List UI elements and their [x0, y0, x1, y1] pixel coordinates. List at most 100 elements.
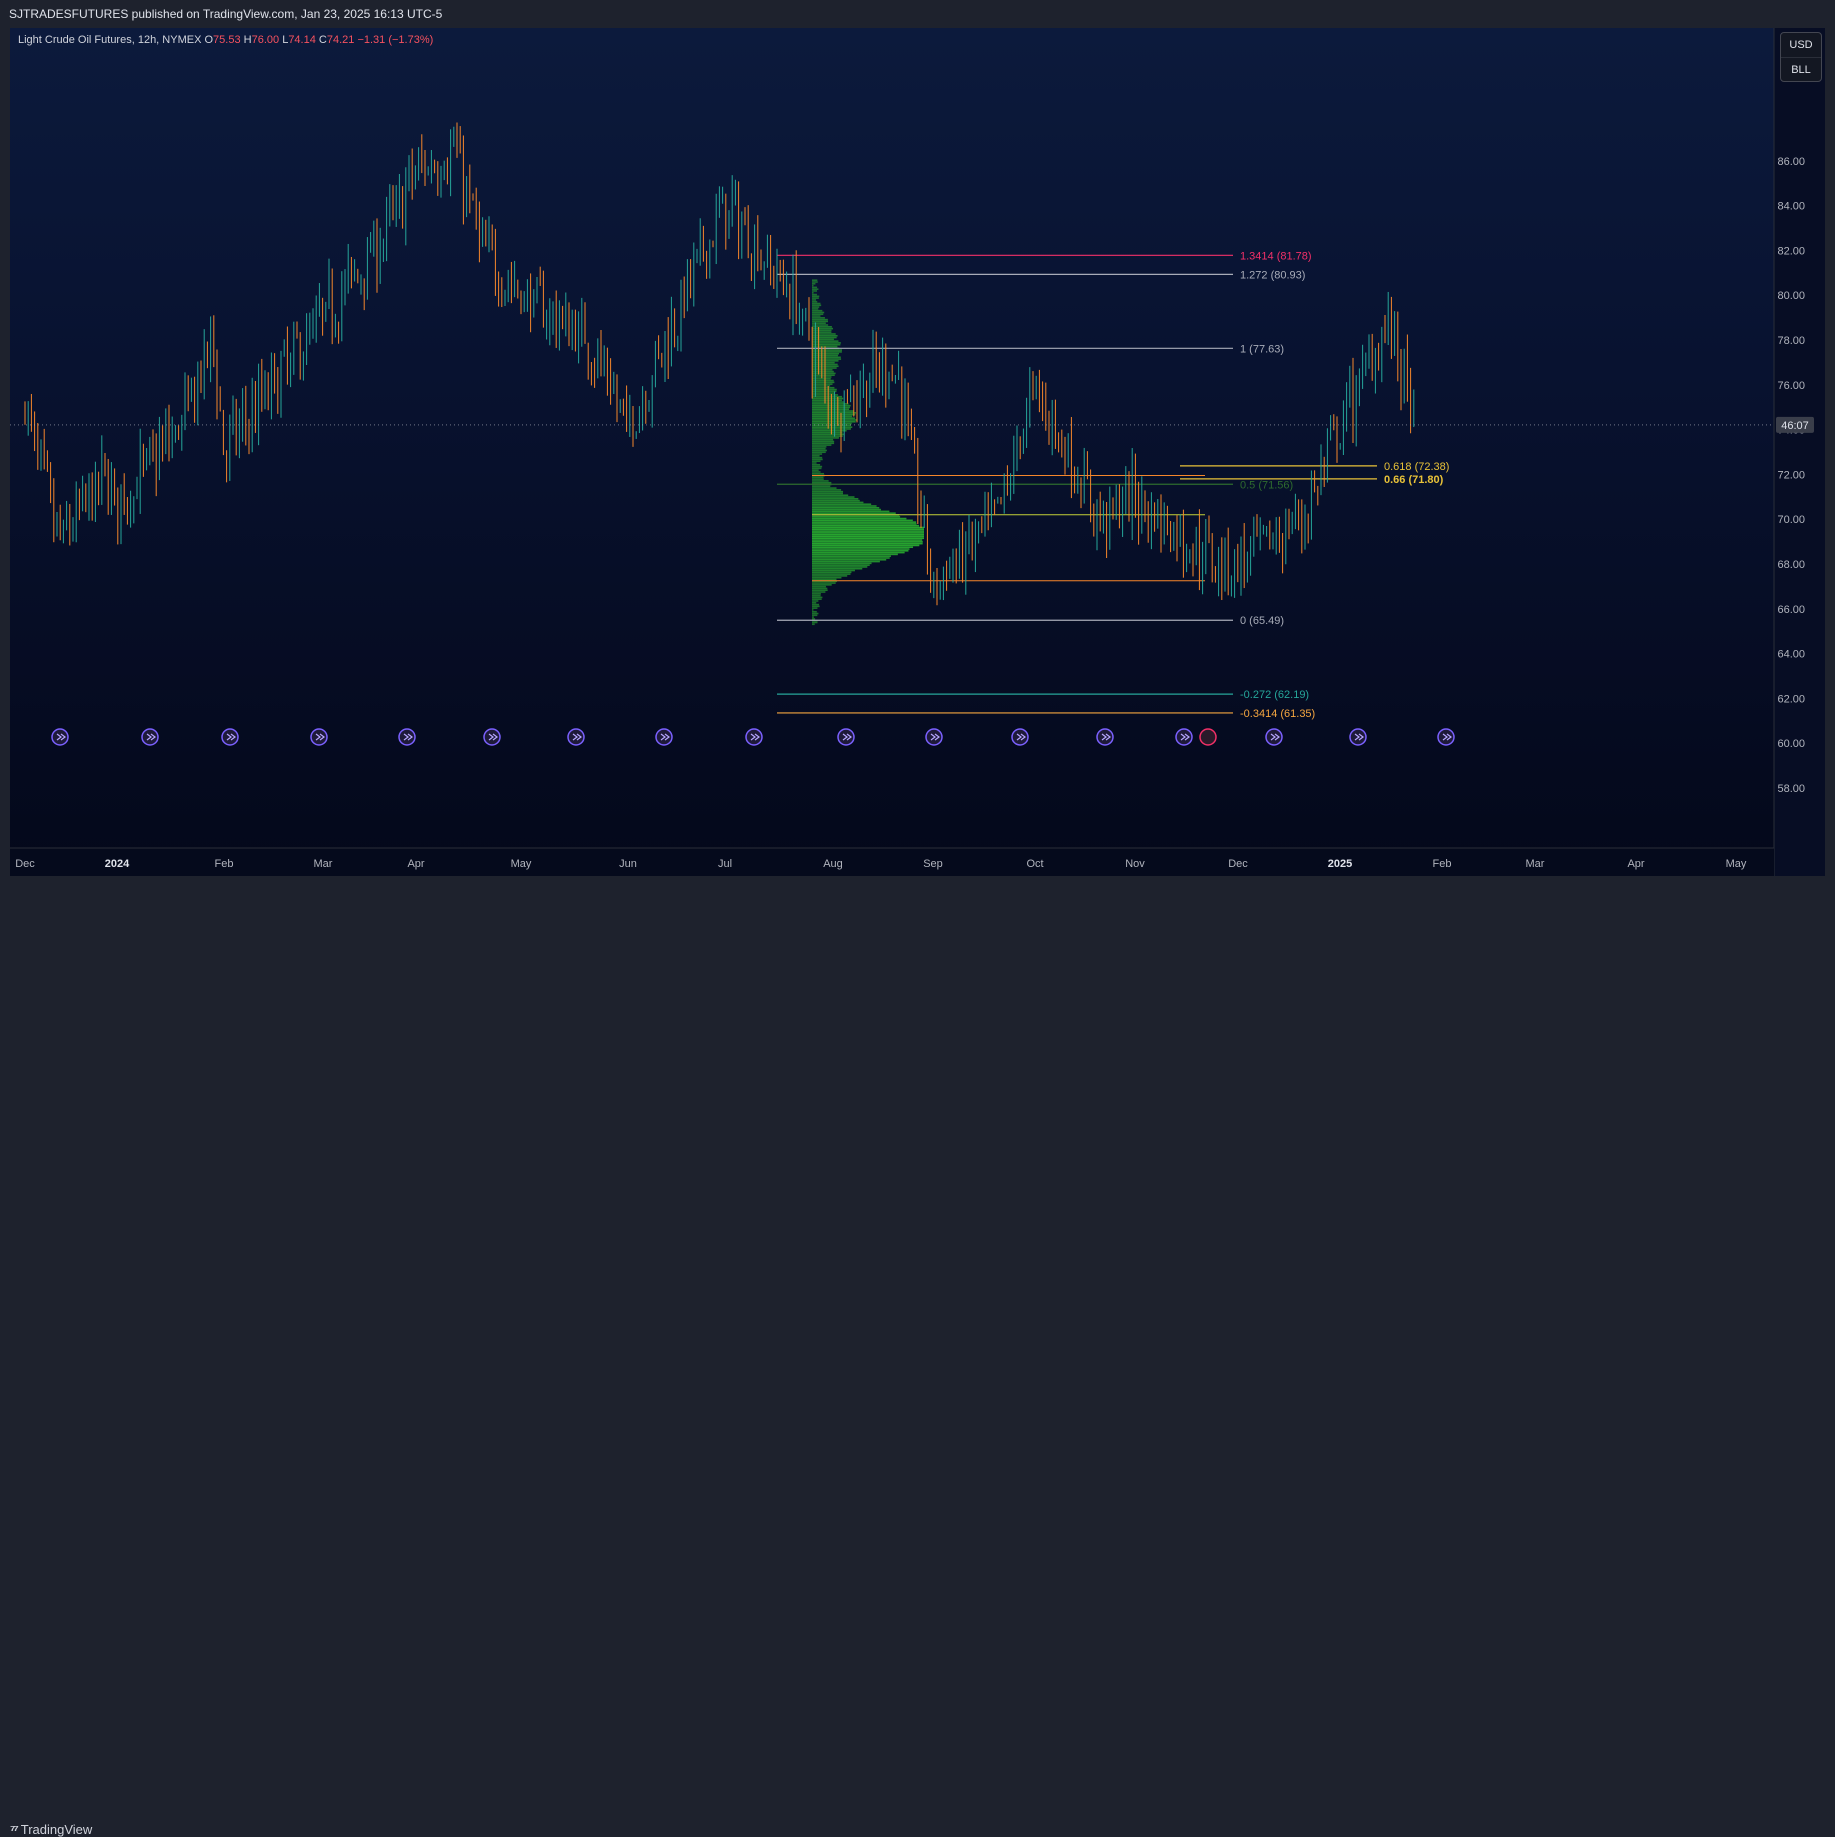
fib-label: 1.3414 (81.78) [1240, 250, 1312, 262]
price-axis-panel [1774, 28, 1825, 876]
volume-profile-bar [812, 508, 881, 511]
volume-profile-bar [812, 331, 832, 333]
volume-profile-bar [812, 533, 924, 536]
volume-profile-bar [812, 388, 837, 391]
fib-label: -0.3414 (61.35) [1240, 708, 1315, 720]
volume-profile-bar [812, 576, 842, 579]
volume-profile-bar [812, 571, 852, 574]
volume-profile-bar [812, 480, 829, 482]
volume-profile-bar [812, 601, 817, 604]
volume-profile-bar [812, 541, 923, 543]
volume-profile-bar [812, 510, 890, 513]
volume-profile-bar [812, 591, 826, 593]
volume-profile-bar [812, 358, 842, 360]
volume-profile-bar [812, 284, 814, 287]
volume-profile-bar [812, 383, 833, 385]
volume-profile-bar [812, 449, 827, 452]
event-marker-glyph [1180, 733, 1190, 741]
volume-profile-bar [812, 481, 832, 484]
time-tick-label: Mar [1526, 858, 1545, 870]
volume-profile-bar [812, 297, 819, 299]
tradingview-logo[interactable]: ⁷⁷ TradingView [10, 1822, 92, 1837]
currency-unit-box[interactable]: USD BLL [1780, 32, 1822, 82]
volume-profile-bar [812, 487, 837, 489]
volume-profile-bar [812, 315, 821, 317]
volume-profile-bar [812, 437, 839, 439]
price-chart[interactable]: 58.00 60.00 62.00 64.00 66.00 68.00 70.00 72.00… [10, 28, 1825, 876]
volume-profile-bar [812, 431, 843, 434]
volume-profile-bar [812, 299, 817, 301]
volume-profile-bar [812, 322, 826, 325]
alert-marker-icon [1199, 728, 1217, 746]
volume-profile-bar [812, 603, 820, 606]
volume-profile-bar [812, 503, 872, 506]
event-marker-glyph [1270, 733, 1280, 741]
volume-profile-bar [812, 413, 856, 416]
event-marker-icon [221, 728, 239, 746]
volume-profile-bar [812, 385, 831, 387]
volume-profile-bar [812, 623, 815, 626]
time-tick-label: Aug [823, 858, 843, 870]
event-marker-glyph [660, 733, 670, 741]
volume-profile-bar [812, 320, 829, 323]
time-tick-label: Feb [1433, 858, 1452, 870]
volume-profile-bar [812, 308, 819, 310]
volume-profile-bar [812, 526, 924, 529]
volume-profile-bar [812, 379, 834, 382]
volume-profile-bar [812, 560, 880, 563]
volume-profile-bar [812, 498, 859, 500]
event-marker-circle [837, 728, 855, 746]
volume-profile-bar [812, 442, 835, 445]
event-marker-circle [141, 728, 159, 746]
volume-profile-bar [812, 596, 823, 599]
volume-profile-bar [812, 501, 864, 504]
volume-profile-bar [812, 605, 820, 608]
price-tick-label: 66.00 [1777, 604, 1805, 616]
event-marker-circle [1437, 728, 1455, 746]
event-marker-circle [1175, 728, 1193, 746]
time-tick-label: May [511, 858, 532, 870]
volume-profile-bar [812, 584, 832, 586]
volume-profile-bar [812, 528, 924, 531]
volume-profile-bar [812, 489, 842, 491]
volume-profile-bar [812, 542, 923, 545]
volume-profile-bar [812, 456, 823, 459]
volume-profile-bar [812, 512, 896, 514]
volume-profile-bar [812, 594, 821, 597]
volume-profile-bar [812, 524, 920, 527]
event-marker-icon [1175, 728, 1193, 746]
volume-profile-bar [812, 340, 839, 342]
time-tick-label: Dec [1228, 858, 1248, 870]
time-tick-label: Sep [923, 858, 943, 870]
volume-profile-bar [812, 367, 837, 369]
volume-profile-bar [812, 566, 868, 568]
volume-profile-bar [812, 444, 832, 446]
volume-profile-bar [812, 433, 844, 436]
currency-label[interactable]: USD [1781, 33, 1821, 58]
volume-profile-bar [812, 616, 814, 618]
price-tick-label: 60.00 [1777, 738, 1805, 750]
fib-label: 0 (65.49) [1240, 615, 1284, 627]
price-tick-label: 68.00 [1777, 559, 1805, 571]
volume-profile-bar [812, 467, 822, 470]
event-marker-circle [310, 728, 328, 746]
symbol-label: Light Crude Oil Futures, 12h, NYMEX [18, 34, 202, 46]
event-marker-circle [1349, 728, 1367, 746]
fib-label: 0.66 (71.80) [1384, 474, 1444, 486]
volume-profile-bar [812, 562, 872, 565]
event-marker-circle [1265, 728, 1283, 746]
tradingview-icon: ⁷⁷ [10, 1822, 19, 1837]
chart-area[interactable]: 58.00 60.00 62.00 64.00 66.00 68.00 70.00 72.00… [10, 28, 1825, 876]
unit-label[interactable]: BLL [1791, 64, 1811, 76]
volume-profile-bar [812, 386, 835, 389]
volume-profile-bar [812, 593, 821, 595]
event-marker-icon [51, 728, 69, 746]
event-marker-circle [483, 728, 501, 746]
event-marker-circle [1096, 728, 1114, 746]
event-marker-glyph [572, 733, 582, 741]
bottom-bar: ⁷⁷ TradingView [0, 908, 1835, 1837]
volume-profile-bar [812, 395, 842, 398]
volume-profile-bar [812, 342, 841, 344]
volume-profile-bar [812, 544, 920, 547]
event-marker-glyph [315, 733, 325, 741]
